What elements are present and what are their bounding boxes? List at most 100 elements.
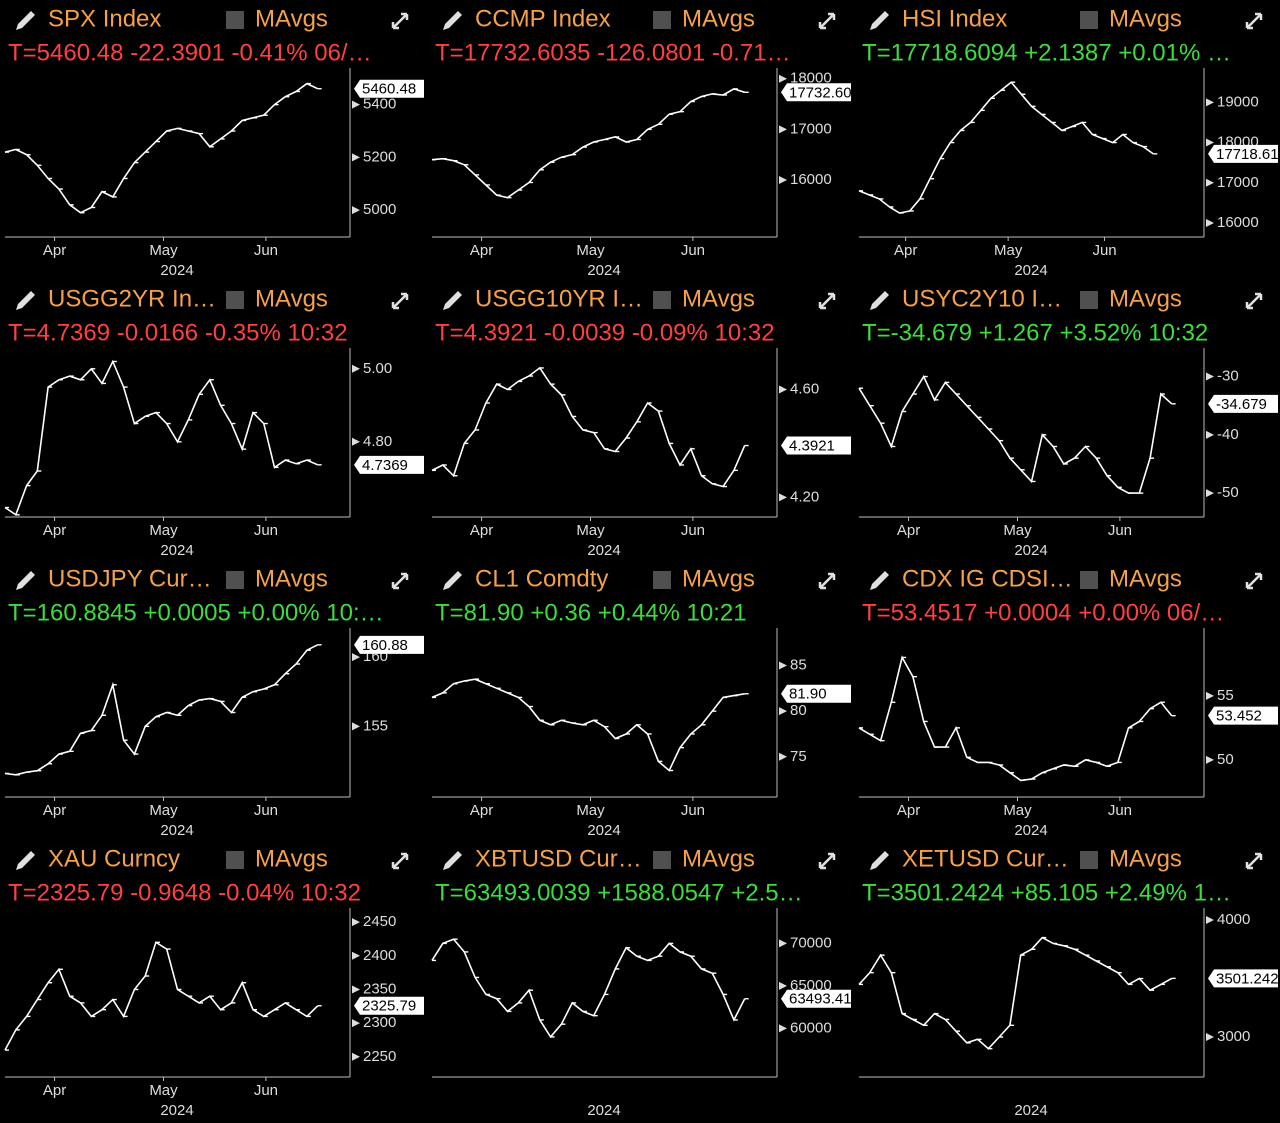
y-tick-label: 5400 bbox=[363, 96, 396, 113]
quote-line: T=4.7369 -0.0166 -0.35% 10:32 bbox=[8, 319, 348, 346]
x-tick-label: May bbox=[576, 242, 605, 259]
last-value-label: 5460.48 bbox=[362, 81, 416, 98]
toggle-label: MAvgs bbox=[1109, 565, 1182, 592]
panel-title: CCMP Index bbox=[475, 5, 611, 32]
last-value-box bbox=[354, 455, 424, 474]
toggle-label: MAvgs bbox=[682, 845, 755, 872]
edit-icon bbox=[870, 851, 889, 870]
y-tick bbox=[779, 939, 787, 948]
y-tick bbox=[1206, 916, 1214, 925]
y-tick bbox=[779, 1024, 787, 1033]
y-tick bbox=[1206, 489, 1214, 498]
x-tick-label: May bbox=[994, 242, 1023, 259]
y-tick-label: 3000 bbox=[1217, 1028, 1250, 1045]
edit-icon bbox=[443, 11, 462, 30]
toggle-label: MAvgs bbox=[255, 5, 328, 32]
toggle-box bbox=[226, 851, 244, 869]
y-tick-label: 80 bbox=[790, 702, 807, 719]
y-tick-label: 17000 bbox=[790, 120, 832, 137]
x-axis-label: 2024 bbox=[1014, 542, 1047, 559]
quote-line: T=2325.79 -0.9648 -0.04% 10:32 bbox=[8, 879, 361, 906]
x-tick-label: Apr bbox=[470, 242, 493, 259]
price-line bbox=[431, 938, 746, 1039]
price-line bbox=[4, 359, 319, 517]
x-tick-label: Apr bbox=[43, 242, 66, 259]
x-tick-label: Jun bbox=[1108, 802, 1132, 819]
x-tick-label: May bbox=[149, 522, 178, 539]
expand-icon bbox=[391, 852, 409, 870]
y-tick bbox=[352, 1019, 360, 1028]
y-tick bbox=[1206, 219, 1214, 228]
x-tick-label: Jun bbox=[681, 802, 705, 819]
x-tick-label: May bbox=[1003, 802, 1032, 819]
toggle-box bbox=[653, 11, 671, 29]
y-tick-label: 5200 bbox=[363, 148, 396, 165]
y-tick-label: -40 bbox=[1217, 426, 1239, 443]
last-value-label: 4.3921 bbox=[789, 438, 835, 455]
y-tick bbox=[352, 722, 360, 731]
y-tick-label: 85 bbox=[790, 656, 807, 673]
x-tick-label: Apr bbox=[43, 1082, 66, 1099]
y-tick-label: 55 bbox=[1217, 687, 1234, 704]
x-axis-label: 2024 bbox=[160, 542, 193, 559]
last-value-label: 17718.61 bbox=[1216, 146, 1279, 163]
panel-title: USYC2Y10 I… bbox=[902, 285, 1062, 312]
edit-icon bbox=[870, 291, 889, 310]
toggle-box bbox=[653, 571, 671, 589]
expand-icon bbox=[391, 12, 409, 30]
y-tick bbox=[352, 206, 360, 215]
y-tick-label: 2350 bbox=[363, 980, 396, 997]
toggle-label: MAvgs bbox=[1109, 285, 1182, 312]
edit-icon bbox=[443, 291, 462, 310]
quote-line: T=81.90 +0.36 +0.44% 10:21 bbox=[435, 599, 747, 626]
x-axis-label: 2024 bbox=[160, 822, 193, 839]
last-value-box bbox=[781, 684, 851, 703]
y-tick bbox=[1206, 1033, 1214, 1042]
toggle-box bbox=[1080, 11, 1098, 29]
last-value-label: 2325.79 bbox=[362, 998, 416, 1015]
quote-line: T=4.3921 -0.0039 -0.09% 10:32 bbox=[435, 319, 775, 346]
expand-icon bbox=[818, 572, 836, 590]
quote-line: T=17718.6094 +2.1387 +0.01% … bbox=[862, 39, 1231, 66]
y-tick-label: 2400 bbox=[363, 947, 396, 964]
y-tick-label: 4.20 bbox=[790, 488, 819, 505]
edit-icon bbox=[16, 851, 35, 870]
last-value-box bbox=[781, 83, 851, 102]
toggle-box bbox=[1080, 851, 1098, 869]
last-value-box bbox=[354, 79, 424, 98]
x-tick-label: May bbox=[149, 802, 178, 819]
y-tick-label: 4000 bbox=[1217, 911, 1250, 928]
expand-icon bbox=[1245, 572, 1263, 590]
quote-line: T=63493.0039 +1588.0547 +2.5… bbox=[435, 879, 803, 906]
y-tick bbox=[1206, 178, 1214, 187]
last-value-label: 81.90 bbox=[789, 686, 827, 703]
toggle-label: MAvgs bbox=[682, 285, 755, 312]
y-tick bbox=[352, 364, 360, 373]
y-tick bbox=[352, 653, 360, 662]
panel-title: XETUSD Cur… bbox=[902, 845, 1069, 872]
x-tick-label: May bbox=[149, 242, 178, 259]
toggle-box bbox=[653, 291, 671, 309]
x-tick-label: May bbox=[576, 522, 605, 539]
x-tick-label: Jun bbox=[1092, 242, 1116, 259]
panel-title: USGG2YR In… bbox=[48, 285, 216, 312]
x-tick-label: Jun bbox=[254, 802, 278, 819]
toggle-box bbox=[653, 851, 671, 869]
y-tick bbox=[1206, 138, 1214, 147]
y-tick bbox=[352, 1052, 360, 1061]
price-line bbox=[4, 644, 319, 776]
quote-line: T=53.4517 +0.0004 +0.00% 06/… bbox=[862, 599, 1224, 626]
last-value-box bbox=[1208, 394, 1278, 413]
edit-icon bbox=[16, 291, 35, 310]
expand-icon bbox=[1245, 12, 1263, 30]
x-axis-label: 2024 bbox=[587, 1102, 620, 1119]
price-line bbox=[431, 678, 745, 772]
panel-title: USGG10YR I… bbox=[475, 285, 643, 312]
y-tick bbox=[352, 100, 360, 109]
x-axis-label: 2024 bbox=[1014, 822, 1047, 839]
expand-icon bbox=[391, 572, 409, 590]
last-value-box bbox=[1208, 706, 1278, 725]
toggle-label: MAvgs bbox=[682, 5, 755, 32]
